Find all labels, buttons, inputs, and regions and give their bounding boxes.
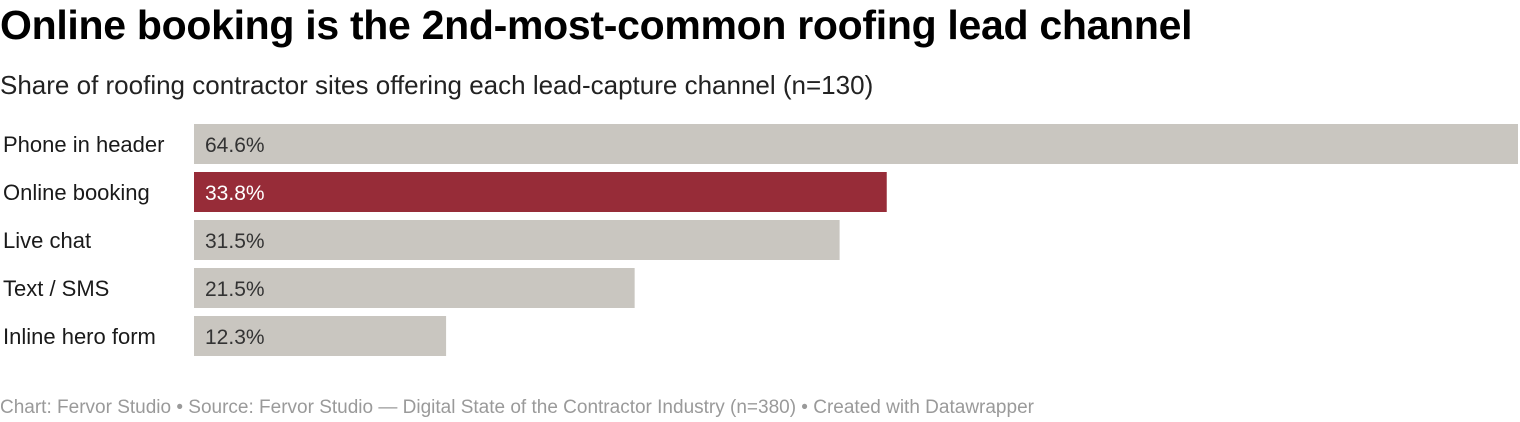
bar xyxy=(194,124,1518,164)
bar xyxy=(194,316,447,356)
category-label: Text / SMS xyxy=(3,276,109,301)
bar xyxy=(194,220,840,260)
bar-chart: Phone in header 64.6% Online booking 33.8% L… xyxy=(3,124,1518,356)
chart-subtitle: Share of roofing contractor sites offeri… xyxy=(0,70,874,100)
value-label: 31.5% xyxy=(205,230,265,253)
value-label: 33.8% xyxy=(205,182,265,205)
category-label: Online booking xyxy=(3,180,150,205)
bar xyxy=(194,268,635,308)
chart-footer: Chart: Fervor Studio • Source: Fervor St… xyxy=(0,397,1034,418)
category-label: Phone in header xyxy=(3,132,164,157)
bar xyxy=(194,172,887,212)
chart-title: Online booking is the 2nd-most-common ro… xyxy=(0,2,1193,48)
category-label: Inline hero form xyxy=(3,324,156,349)
value-label: 64.6% xyxy=(205,134,265,157)
value-label: 12.3% xyxy=(205,326,265,349)
value-label: 21.5% xyxy=(205,278,265,301)
category-label: Live chat xyxy=(3,228,91,253)
